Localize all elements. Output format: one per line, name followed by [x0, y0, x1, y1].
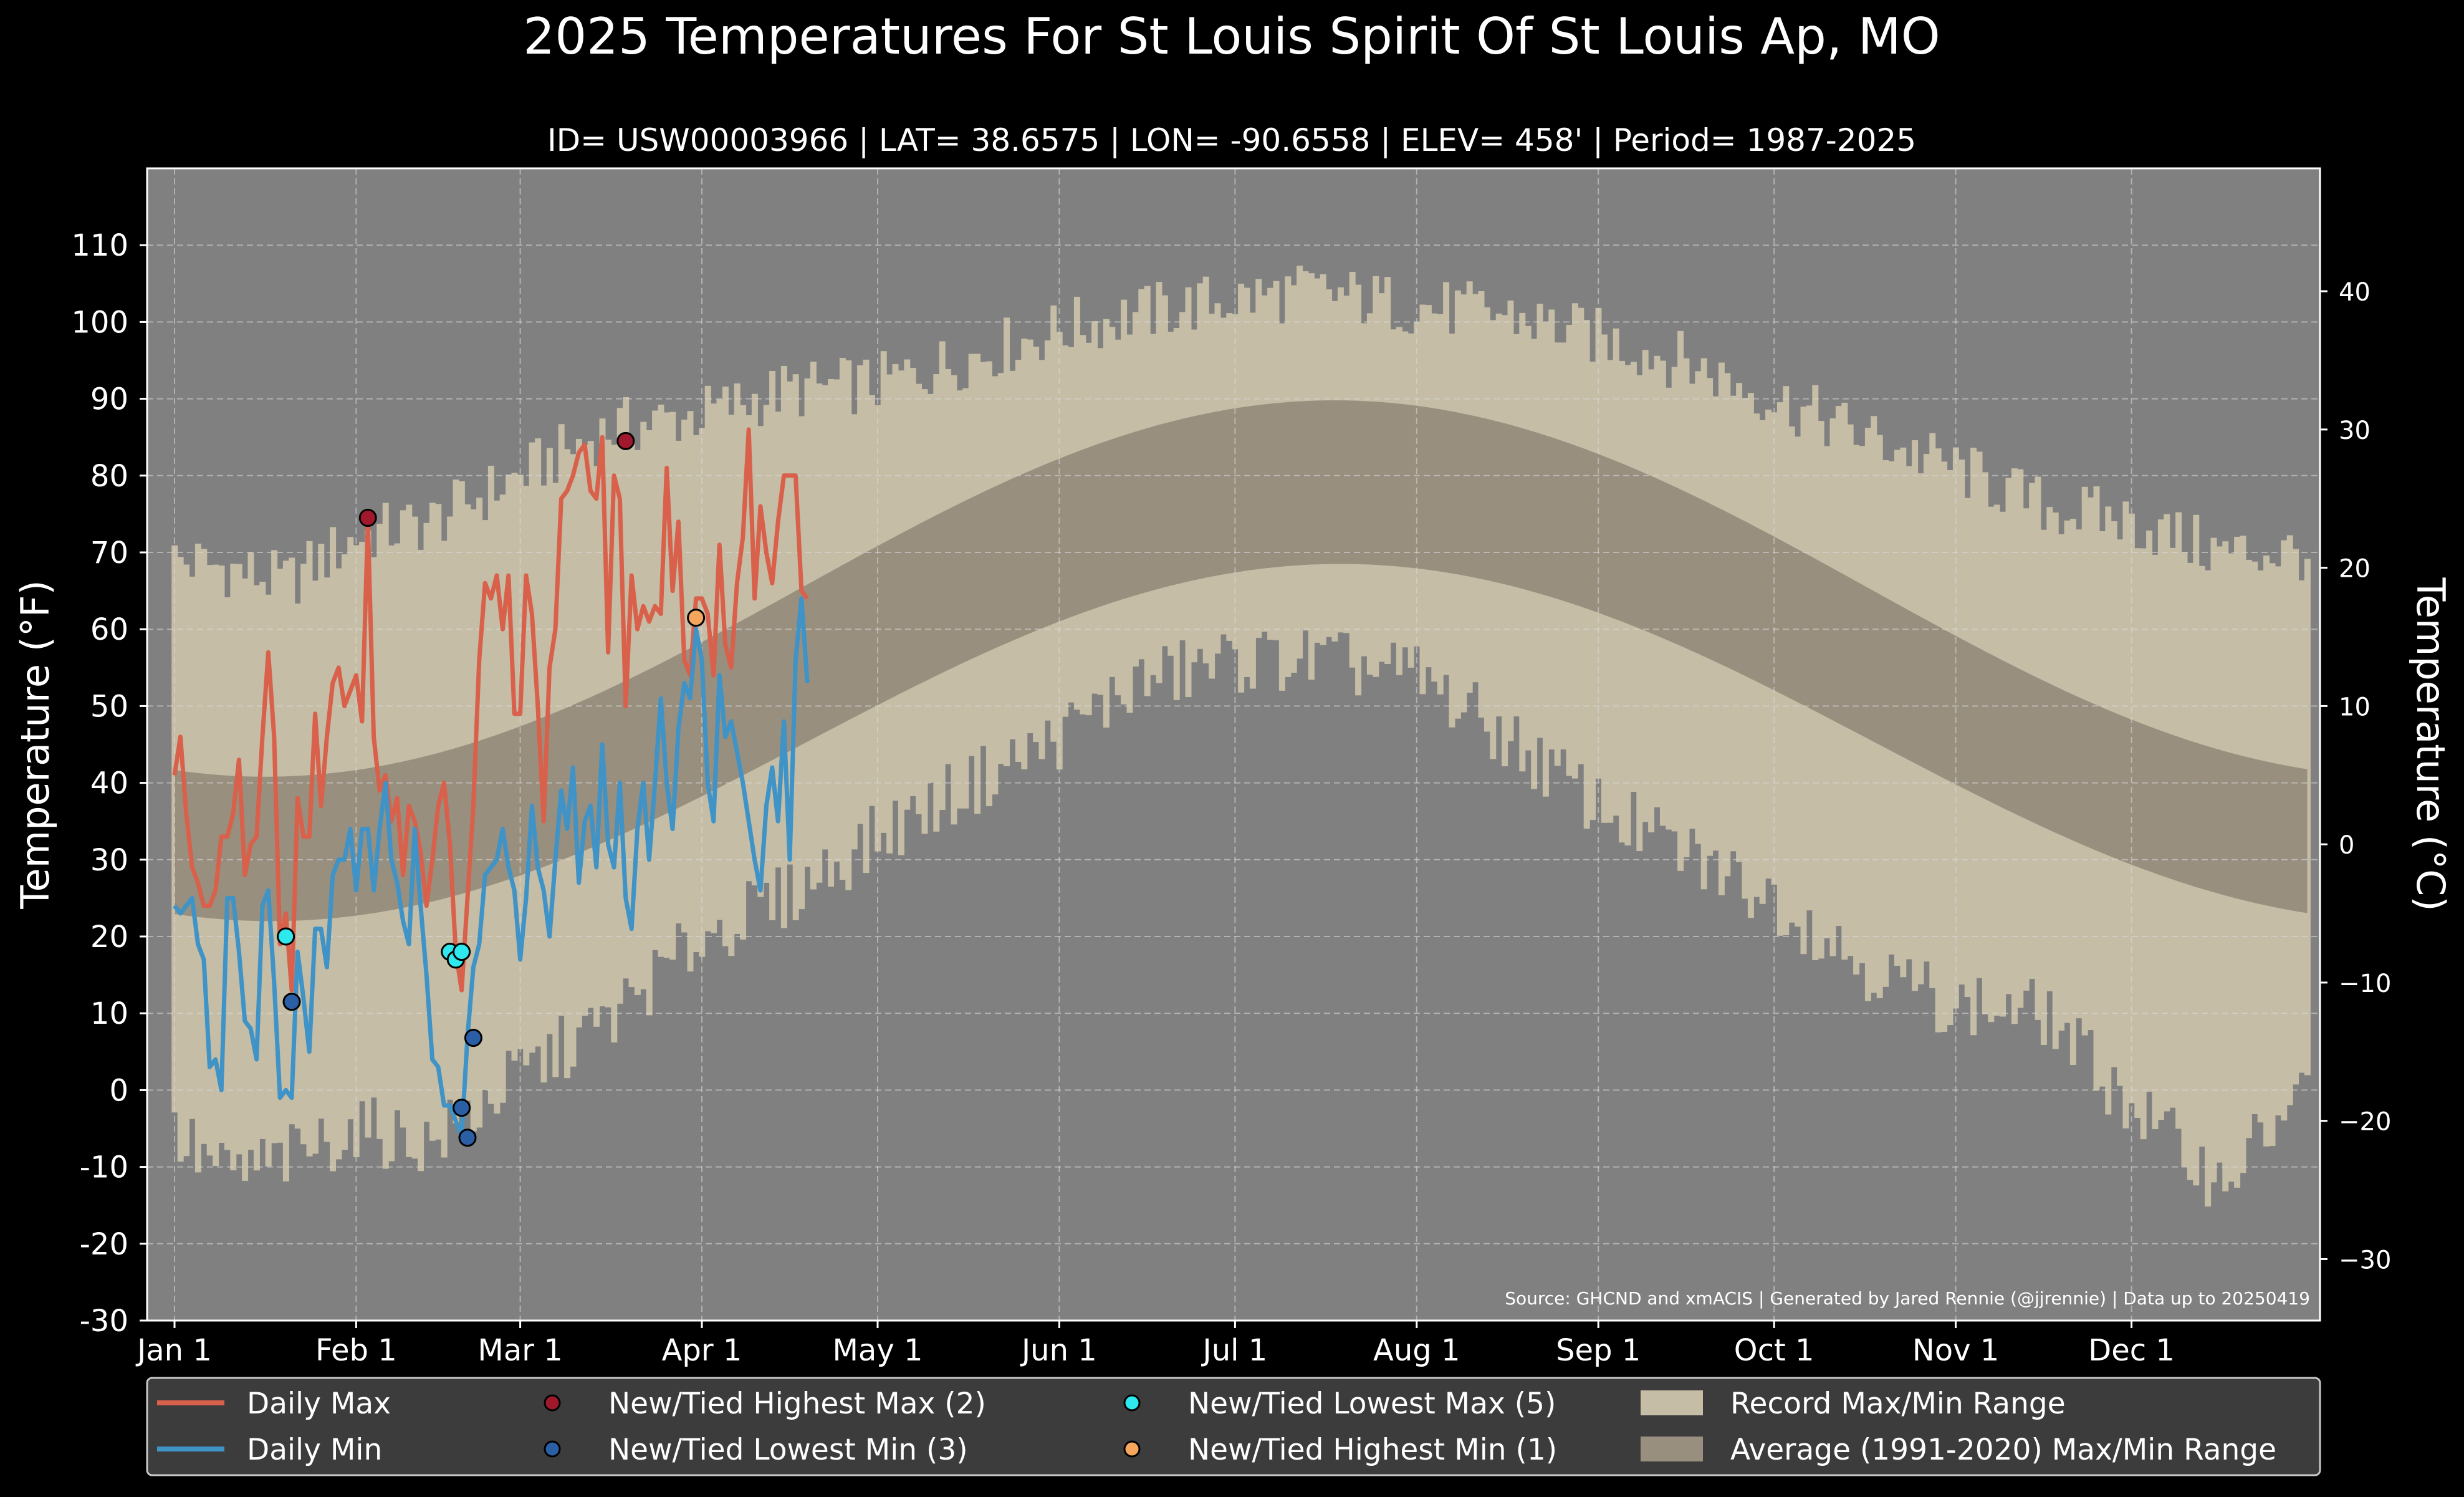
y-tick-label: -30	[80, 1304, 128, 1339]
y-tick-label: 50	[90, 689, 128, 724]
record-low-min-marker	[458, 1129, 477, 1147]
source-note: Source: GHCND and xmACIS | Generated by …	[1505, 1288, 2310, 1309]
y-tick-label: 90	[90, 382, 128, 417]
y-tick-label: 20	[90, 920, 128, 955]
y-tick-label: -10	[80, 1150, 128, 1185]
legend-label: Record Max/Min Range	[1730, 1387, 2066, 1421]
record-low-min-marker	[282, 993, 301, 1011]
record-low-max-marker	[277, 927, 295, 946]
chart-title: 2025 Temperatures For St Louis Spirit Of…	[523, 7, 1940, 65]
x-tick-label: Oct 1	[1734, 1333, 1814, 1368]
legend-label: Average (1991-2020) Max/Min Range	[1730, 1433, 2276, 1467]
x-tick-label: Jun 1	[1020, 1333, 1097, 1368]
legend-swatch-marker	[1123, 1394, 1141, 1412]
legend-label: New/Tied Lowest Min (3)	[608, 1433, 968, 1467]
x-tick-label: Aug 1	[1373, 1333, 1460, 1368]
x-axis: Jan 1 Feb 1 Mar 1 Apr 1 May 1 Jun 1 Jul 1 Aug 1…	[135, 1321, 2175, 1368]
legend-label: New/Tied Highest Min (1)	[1188, 1433, 1557, 1467]
legend-label: Daily Max	[247, 1387, 391, 1421]
legend-swatch-marker	[1123, 1440, 1141, 1458]
y-tick-label: 40	[90, 766, 128, 801]
y-axis-label-left: Temperature (°F)	[12, 580, 58, 909]
y2-tick-label: 0	[2339, 831, 2354, 860]
legend-swatch-patch	[1641, 1390, 1703, 1415]
x-tick-label: Apr 1	[662, 1333, 742, 1368]
y-tick-label: 100	[71, 305, 128, 340]
daily-max-line	[172, 427, 809, 993]
y2-tick-label: 30	[2339, 416, 2371, 445]
y2-tick-label: 10	[2339, 693, 2371, 721]
y-tick-label: 10	[90, 996, 128, 1031]
x-tick-label: Sep 1	[1556, 1333, 1641, 1368]
legend-swatch-marker	[544, 1440, 561, 1458]
y2-tick-label: −10	[2339, 970, 2391, 998]
chart-subtitle: ID= USW00003966 | LAT= 38.6575 | LON= -9…	[547, 122, 1916, 158]
y-tick-label: 80	[90, 459, 128, 494]
y-tick-label: 110	[71, 228, 128, 263]
x-tick-label: Dec 1	[2088, 1333, 2175, 1368]
record-high-max-marker	[616, 431, 635, 450]
grid-lines	[147, 168, 2320, 1321]
record-low-min-marker	[453, 1099, 471, 1117]
x-tick-label: Nov 1	[1912, 1333, 1999, 1368]
y-tick-label: 70	[90, 536, 128, 570]
y-tick-label: 60	[90, 612, 128, 647]
legend: Daily Max Daily Min New/Tied Highest Max (…	[146, 1377, 2321, 1476]
y-axis-label-right: Temperature (°C)	[2408, 577, 2453, 911]
y2-tick-label: 20	[2339, 555, 2371, 584]
record-high-min-marker	[687, 609, 706, 627]
plot-area: Source: GHCND and xmACIS | Generated by …	[146, 167, 2321, 1322]
x-tick-label: Jul 1	[1201, 1333, 1268, 1368]
x-tick-label: May 1	[832, 1333, 923, 1368]
record-high-max-marker	[358, 509, 377, 527]
y-tick-label: 0	[109, 1073, 128, 1108]
x-tick-label: Jan 1	[135, 1333, 212, 1368]
record-low-min-marker	[464, 1029, 482, 1047]
x-tick-label: Feb 1	[315, 1333, 397, 1368]
y2-tick-label: 40	[2339, 278, 2371, 307]
record-markers	[277, 431, 706, 1147]
legend-swatch-patch	[1641, 1437, 1703, 1461]
legend-swatch-marker	[544, 1394, 561, 1412]
y2-tick-label: −30	[2339, 1246, 2391, 1274]
daily-min-line	[173, 596, 810, 1138]
legend-box	[146, 1377, 2321, 1476]
legend-label: Daily Min	[247, 1433, 382, 1467]
record-range-bar	[2304, 559, 2311, 1076]
y-tick-label: 30	[90, 843, 128, 878]
x-tick-label: Mar 1	[477, 1333, 562, 1368]
y2-tick-label: −20	[2339, 1108, 2391, 1137]
y-axis-right: 40 30 20 10 0 −10 −20 −30	[2320, 278, 2391, 1274]
y-tick-label: -20	[80, 1227, 128, 1262]
plot-frame	[146, 167, 2321, 1322]
legend-label: New/Tied Lowest Max (5)	[1188, 1387, 1556, 1421]
legend-label: New/Tied Highest Max (2)	[608, 1387, 986, 1421]
record-low-max-marker	[453, 943, 471, 961]
